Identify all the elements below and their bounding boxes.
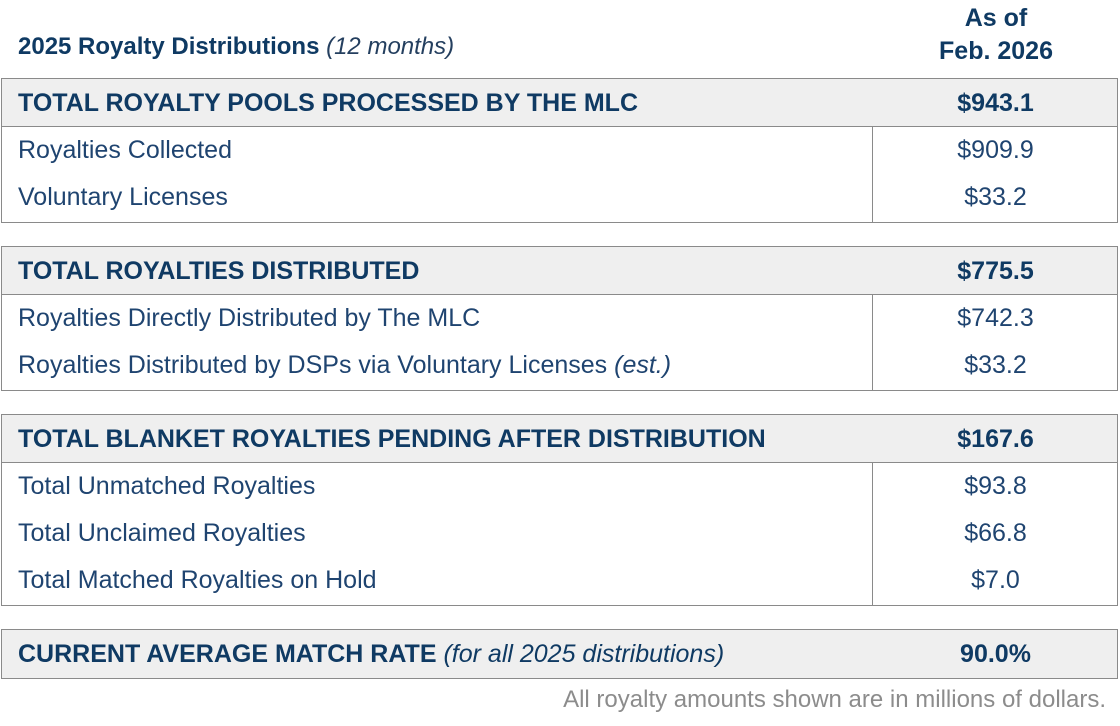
row-label: Voluntary Licenses	[18, 183, 228, 211]
section-royalties-distributed: TOTAL ROYALTIES DISTRIBUTED $775.5 Royal…	[1, 246, 1118, 391]
column-divider	[872, 79, 873, 222]
total-value: $167.6	[957, 425, 1034, 453]
row-label: Royalties Collected	[18, 136, 232, 164]
column-divider	[872, 247, 873, 390]
table-header: 2025 Royalty Distributions (12 months) A…	[0, 0, 1120, 78]
row-value: $33.2	[964, 351, 1027, 379]
row-label: Total Unclaimed Royalties	[18, 519, 306, 547]
table-row: Royalties Collected $909.9	[2, 127, 1117, 174]
total-value: 90.0%	[960, 640, 1031, 668]
total-label-note: (for all 2025 distributions)	[443, 640, 725, 668]
column-header: As of Feb. 2026	[872, 2, 1120, 68]
row-label: Total Unmatched Royalties	[18, 472, 316, 500]
row-label-text: Royalties Distributed by DSPs via Volunt…	[18, 351, 608, 379]
column-header-line1: As of	[964, 4, 1028, 32]
table-row: Total Unmatched Royalties $93.8	[2, 463, 1117, 510]
total-label: CURRENT AVERAGE MATCH RATE (for all 2025…	[18, 630, 724, 678]
row-value: $742.3	[957, 304, 1034, 332]
table-row: Total Unclaimed Royalties $66.8	[2, 510, 1117, 557]
row-label: Royalties Directly Distributed by The ML…	[18, 304, 481, 332]
table-row: Royalties Distributed by DSPs via Volunt…	[2, 342, 1117, 389]
total-row: TOTAL ROYALTY POOLS PROCESSED BY THE MLC…	[2, 79, 1117, 127]
footnote: All royalty amounts shown are in million…	[563, 686, 1106, 713]
total-row: TOTAL BLANKET ROYALTIES PENDING AFTER DI…	[2, 415, 1117, 463]
row-value: $66.8	[964, 519, 1027, 547]
row-value: $909.9	[957, 136, 1034, 164]
table-title: 2025 Royalty Distributions (12 months)	[18, 33, 454, 61]
total-value: $775.5	[957, 257, 1034, 285]
total-row: CURRENT AVERAGE MATCH RATE (for all 2025…	[2, 630, 1117, 678]
column-divider	[872, 415, 873, 605]
title-subtitle: (12 months)	[326, 33, 455, 60]
table-row: Royalties Directly Distributed by The ML…	[2, 295, 1117, 342]
row-label: Total Matched Royalties on Hold	[18, 566, 377, 594]
table-row: Total Matched Royalties on Hold $7.0	[2, 557, 1117, 604]
row-value: $7.0	[971, 566, 1020, 594]
total-row: TOTAL ROYALTIES DISTRIBUTED $775.5	[2, 247, 1117, 295]
section-match-rate: CURRENT AVERAGE MATCH RATE (for all 2025…	[1, 629, 1118, 679]
column-header-line2: Feb. 2026	[939, 37, 1053, 65]
total-value: $943.1	[957, 89, 1034, 117]
row-value: $33.2	[964, 183, 1027, 211]
total-label: TOTAL ROYALTIES DISTRIBUTED	[18, 257, 420, 285]
title-text: 2025 Royalty Distributions	[18, 33, 320, 60]
total-label: TOTAL BLANKET ROYALTIES PENDING AFTER DI…	[18, 425, 766, 453]
total-label: TOTAL ROYALTY POOLS PROCESSED BY THE MLC	[18, 89, 638, 117]
row-value: $93.8	[964, 472, 1027, 500]
section-pending-royalties: TOTAL BLANKET ROYALTIES PENDING AFTER DI…	[1, 414, 1118, 606]
section-royalty-pools: TOTAL ROYALTY POOLS PROCESSED BY THE MLC…	[1, 78, 1118, 223]
row-label: Royalties Distributed by DSPs via Volunt…	[18, 342, 671, 389]
total-label-text: CURRENT AVERAGE MATCH RATE	[18, 640, 437, 668]
row-label-note: (est.)	[614, 351, 672, 379]
table-row: Voluntary Licenses $33.2	[2, 174, 1117, 221]
